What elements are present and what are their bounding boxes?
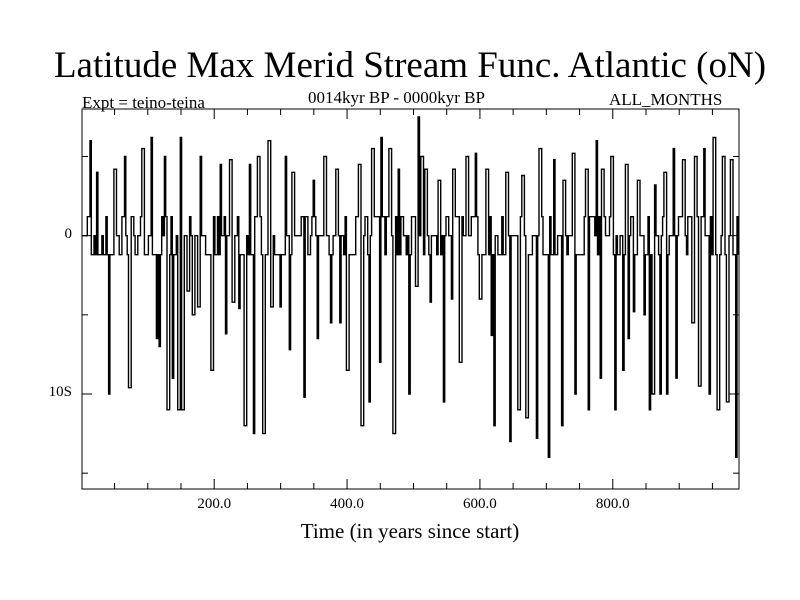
x-tick-label-800: 800.0 — [595, 496, 630, 512]
x-axis-title: Time (in years since start) — [300, 519, 520, 543]
x-tick-label-400: 400.0 — [330, 496, 364, 512]
y-tick-label-0: 0 — [64, 225, 73, 242]
y-tick-label-10s: 10S — [48, 384, 72, 400]
series-line — [82, 116, 739, 458]
x-tick-label-600: 600.0 — [463, 496, 497, 512]
time-period-label: 0014kyr BP - 0000kyr BP — [308, 88, 485, 107]
plot-frame — [81, 108, 740, 490]
months-label: ALL_MONTHS — [609, 90, 723, 109]
experiment-label: Expt = teino-teina — [82, 93, 205, 112]
x-tick-label-200: 200.0 — [197, 496, 232, 512]
chart-title: Latitude Max Merid Stream Func. Atlantic… — [53, 45, 767, 86]
